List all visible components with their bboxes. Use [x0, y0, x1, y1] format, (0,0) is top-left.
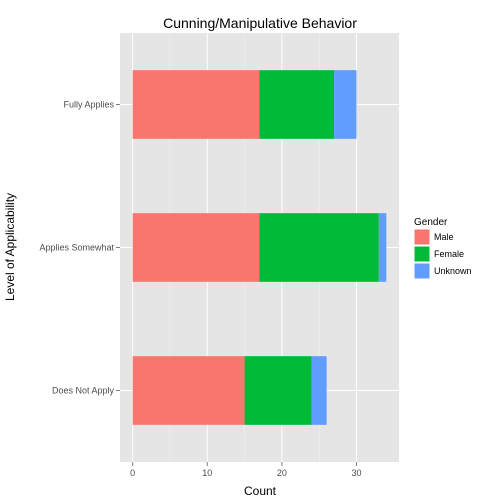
bar-female-applies-somewhat — [259, 213, 379, 282]
bar-unknown-does-not-apply — [311, 356, 327, 425]
y-axis-title: Level of Applicability — [3, 193, 17, 301]
bar-male-fully-applies — [132, 70, 260, 139]
bar-female-does-not-apply — [244, 356, 312, 425]
chart-title: Cunning/Manipulative Behavior — [163, 15, 357, 31]
bar-male-applies-somewhat — [132, 213, 260, 282]
y-tick-labels: Fully Applies Applies Somewhat Does Not Ap… — [39, 100, 120, 396]
y-tick-label: Does Not Apply — [52, 386, 115, 396]
bar-unknown-applies-somewhat — [378, 213, 387, 282]
legend-items: Male Female Unknown — [413, 228, 472, 280]
x-axis-title: Count — [244, 484, 277, 498]
x-tick-label: 0 — [130, 468, 135, 478]
legend-title: Gender — [414, 217, 448, 228]
legend-swatch-female — [414, 246, 430, 262]
legend-label-unknown: Unknown — [434, 266, 472, 276]
legend-swatch-male — [414, 229, 430, 245]
bar-male-does-not-apply — [132, 356, 245, 425]
x-tick-label: 30 — [351, 468, 361, 478]
legend-label-male: Male — [434, 232, 454, 242]
legend-swatch-unknown — [414, 263, 430, 279]
legend: Gender Male Female Unknown — [413, 217, 472, 280]
legend-label-female: Female — [434, 249, 464, 259]
y-tick-label: Fully Applies — [63, 100, 114, 110]
x-tick-label: 20 — [277, 468, 287, 478]
x-tick-labels: 0 10 20 30 — [130, 462, 361, 478]
bar-female-fully-applies — [259, 70, 335, 139]
x-tick-label: 10 — [202, 468, 212, 478]
y-tick-label: Applies Somewhat — [39, 243, 114, 253]
bars — [132, 70, 387, 425]
bar-unknown-fully-applies — [334, 70, 357, 139]
